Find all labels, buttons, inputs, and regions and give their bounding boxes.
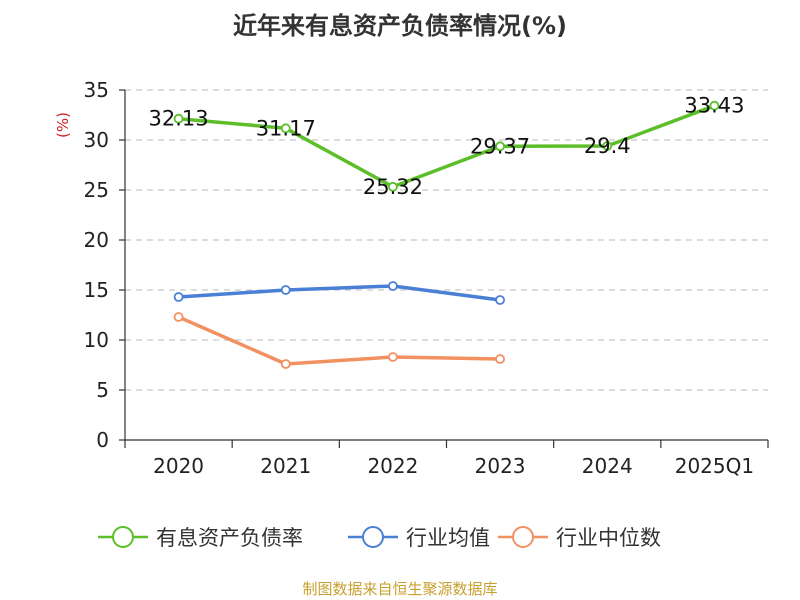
data-point bbox=[280, 123, 291, 134]
y-tick-label: 15 bbox=[84, 278, 109, 302]
data-label: 33.43 bbox=[684, 94, 744, 118]
grid-lines bbox=[125, 89, 768, 391]
data-point bbox=[602, 141, 613, 151]
y-tick-label: 20 bbox=[84, 228, 109, 252]
data-label: 31.17 bbox=[256, 116, 316, 140]
y-tick-label: 10 bbox=[84, 328, 109, 352]
series-line bbox=[178, 104, 716, 189]
legend-label: 行业中位数 bbox=[556, 526, 661, 550]
data-point bbox=[709, 100, 720, 111]
legend-marker bbox=[362, 526, 384, 548]
y-axis-unit-label: (%) bbox=[54, 112, 72, 138]
series-1 bbox=[173, 281, 505, 305]
data-label: 32.13 bbox=[149, 107, 209, 131]
y-tick-label: 35 bbox=[84, 78, 109, 102]
x-tick-label: 2022 bbox=[367, 454, 418, 478]
axes: 0 5 10 15 20 25 30 35 (%) 2020 2021 2022 2023 2024 202… bbox=[54, 78, 769, 478]
data-point bbox=[280, 359, 291, 369]
chart-title: 近年来有息资产负债率情况(%) bbox=[233, 12, 567, 40]
data-point bbox=[388, 181, 398, 192]
data-point bbox=[388, 281, 398, 291]
legend-item: 行业均值 bbox=[348, 526, 490, 550]
legend-label: 有息资产负债率 bbox=[156, 526, 303, 550]
y-tick-label: 0 bbox=[96, 428, 109, 452]
series-lines bbox=[173, 100, 720, 369]
data-point bbox=[388, 352, 398, 362]
legend-item: 行业中位数 bbox=[498, 526, 661, 550]
y-tick-label: 30 bbox=[84, 128, 109, 152]
y-tick-label: 5 bbox=[96, 378, 109, 402]
x-tick-label: 2021 bbox=[260, 454, 311, 478]
series-0 bbox=[173, 100, 720, 192]
legend-marker bbox=[512, 526, 534, 548]
data-point bbox=[495, 141, 505, 152]
y-tick-label: 25 bbox=[84, 178, 109, 202]
x-tick-label: 2020 bbox=[153, 454, 204, 478]
data-labels: 32.13 31.17 25.32 29.37 29.4 33.43 bbox=[149, 94, 745, 199]
legend-marker bbox=[112, 526, 134, 548]
x-tick-label: 2024 bbox=[582, 454, 633, 478]
data-label: 25.32 bbox=[363, 175, 423, 199]
data-point bbox=[173, 312, 184, 322]
source-note: 制图数据来自恒生聚源数据库 bbox=[302, 580, 498, 598]
legend: 有息资产负债率 行业均值 行业中位数 bbox=[98, 526, 661, 550]
legend-label: 行业均值 bbox=[406, 526, 490, 550]
data-label: 29.37 bbox=[470, 134, 530, 158]
series-2 bbox=[173, 312, 505, 369]
x-tick-label: 2023 bbox=[475, 454, 526, 478]
data-point bbox=[173, 113, 184, 124]
legend-item: 有息资产负债率 bbox=[98, 526, 303, 550]
x-tick-label: 2025Q1 bbox=[675, 454, 754, 478]
data-point bbox=[173, 292, 184, 302]
data-point bbox=[495, 354, 505, 364]
data-point bbox=[495, 295, 505, 305]
data-label: 29.4 bbox=[584, 134, 631, 158]
data-point bbox=[280, 285, 291, 295]
series-line bbox=[178, 284, 501, 302]
series-line bbox=[177, 315, 501, 366]
